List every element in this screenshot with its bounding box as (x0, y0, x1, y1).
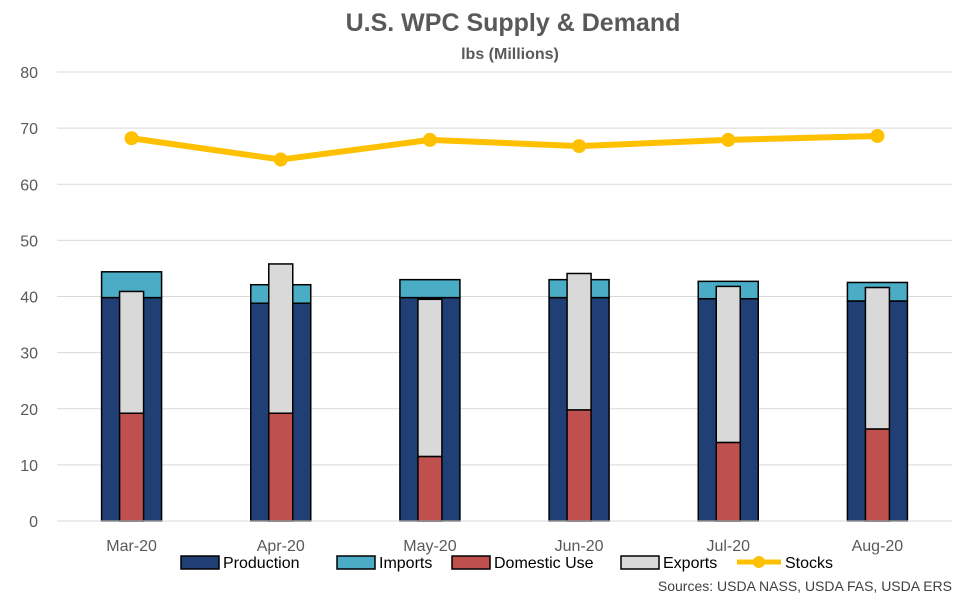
bar-domestic-use (417, 455, 443, 522)
point-stocks (124, 131, 139, 146)
x-tick-label: Jun-20 (555, 538, 604, 555)
y-tick-label: 20 (20, 402, 38, 419)
stocks-line-group (124, 128, 885, 167)
line-stocks (131, 132, 878, 163)
x-tick-label: Apr-20 (257, 538, 305, 555)
legend-swatch (336, 555, 376, 570)
y-tick-label: 50 (20, 233, 38, 250)
bar-domestic-use (118, 412, 145, 522)
y-tick-label: 30 (20, 346, 38, 363)
x-tick-label: May-20 (403, 538, 456, 555)
bar-exports (417, 298, 443, 458)
legend: Production Imports Domestic Use Exports Stoc… (180, 555, 833, 572)
y-tick-label: 60 (20, 177, 38, 194)
legend-label: Stocks (785, 555, 833, 572)
gridlines (57, 71, 952, 522)
bar-exports (118, 290, 145, 414)
x-tick-label: Aug-20 (852, 538, 904, 555)
legend-swatch-marker (753, 556, 765, 568)
legend-label: Imports (379, 555, 432, 572)
point-stocks (870, 128, 885, 143)
bar-domestic-use (715, 441, 741, 522)
y-tick-label: 10 (20, 458, 38, 475)
bar-imports (399, 278, 461, 299)
bar-exports (268, 263, 294, 414)
bar-exports (715, 285, 741, 444)
bars-group (100, 263, 909, 522)
point-stocks (273, 152, 288, 167)
point-stocks (721, 132, 736, 147)
bar-domestic-use (268, 412, 294, 522)
y-tick-label: 40 (20, 290, 38, 307)
legend-swatch (620, 555, 660, 570)
bar-domestic-use (566, 409, 592, 522)
source-note: Sources: USDA NASS, USDA FAS, USDA ERS (658, 578, 952, 594)
legend-label: Domestic Use (494, 555, 594, 572)
legend-swatch (451, 555, 491, 570)
x-axis: Mar-20 Apr-20 May-20 Jun-20 Jul-20 Aug-20 (57, 520, 952, 555)
y-tick-label: 70 (20, 121, 38, 138)
x-tick-label: Jul-20 (706, 538, 750, 555)
y-tick-label: 0 (29, 514, 38, 531)
x-tick-label: Mar-20 (106, 538, 157, 555)
chart-subtitle: lbs (Millions) (461, 46, 559, 63)
point-stocks (422, 132, 437, 147)
y-axis: 0 10 20 30 40 50 60 70 80 (20, 65, 38, 531)
bar-exports (864, 286, 891, 430)
legend-label: Exports (663, 555, 717, 572)
y-tick-label: 80 (20, 65, 38, 82)
chart-title: U.S. WPC Supply & Demand (346, 9, 681, 37)
bar-domestic-use (864, 428, 891, 522)
legend-swatch (180, 555, 220, 570)
legend-label: Production (223, 555, 300, 572)
point-stocks (572, 139, 587, 154)
bar-exports (566, 272, 592, 411)
